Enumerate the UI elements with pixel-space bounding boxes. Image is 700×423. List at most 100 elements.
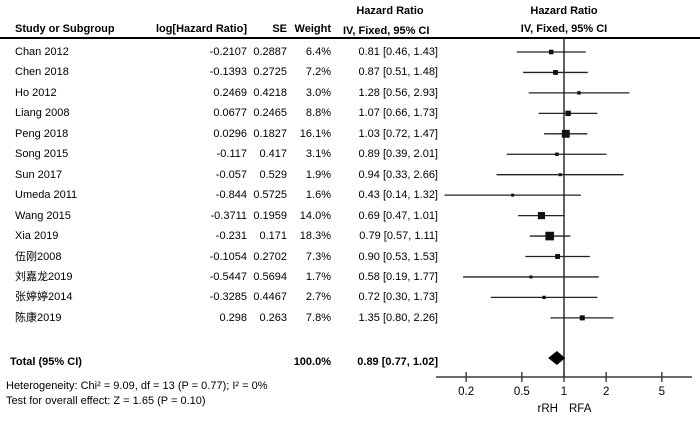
se-value: 0.2725 — [253, 66, 287, 79]
log-hr-value: -0.2107 — [209, 46, 247, 58]
column-header-ci-plot: IV, Fixed, 95% CI — [520, 23, 608, 35]
ci-text: 0.87 [0.51, 1.48] — [358, 66, 438, 79]
effect-marker — [553, 70, 558, 75]
study-name: Liang 2008 — [15, 107, 70, 120]
header-rule — [0, 37, 700, 39]
weight-value: 8.8% — [305, 107, 331, 120]
weight-value: 18.3% — [299, 230, 331, 243]
ci-text: 0.89 [0.39, 2.01] — [358, 148, 438, 161]
total-diamond — [548, 351, 566, 365]
column-header-ci-text: IV, Fixed, 95% CI — [343, 25, 430, 37]
study-name: Chen 2018 — [15, 66, 69, 79]
weight-value: 3.1% — [305, 148, 331, 161]
column-header-log-hr: log[Hazard Ratio] — [155, 23, 247, 35]
log-hr-value: -0.231 — [215, 230, 247, 243]
log-hr-value: 0.298 — [219, 311, 247, 324]
log-hr-value: -0.3285 — [209, 291, 247, 304]
total-weight: 100.0% — [293, 356, 331, 368]
effect-marker — [529, 275, 533, 279]
log-hr-value: -0.844 — [215, 189, 247, 202]
se-value: 0.2887 — [253, 46, 287, 58]
study-name: Sun 2017 — [15, 168, 63, 181]
study-name: Wang 2015 — [15, 209, 71, 222]
log-hr-value: -0.1393 — [209, 66, 247, 79]
hazard-ratio-title-right: Hazard Ratio — [530, 5, 598, 17]
effect-marker — [548, 49, 554, 55]
ci-text: 1.07 [0.66, 1.73] — [358, 107, 438, 120]
se-value: 0.2465 — [253, 107, 287, 120]
weight-value: 7.2% — [305, 66, 331, 79]
hazard-ratio-title-left: Hazard Ratio — [356, 5, 424, 17]
axis-left-label: rRH — [538, 403, 558, 415]
ci-text: 0.79 [0.57, 1.11] — [359, 230, 438, 243]
study-name: Xia 2019 — [15, 230, 59, 243]
weight-value: 16.1% — [299, 127, 331, 140]
log-hr-value: 0.0296 — [213, 127, 247, 140]
log-hr-value: -0.117 — [216, 148, 247, 161]
effect-marker — [577, 91, 581, 95]
total-ci-text: 0.89 [0.77, 1.02] — [357, 356, 438, 368]
axis-right-label: RFA — [569, 403, 592, 415]
log-hr-value: 0.2469 — [213, 86, 247, 99]
study-name: 陈康2019 — [15, 311, 62, 324]
ci-text: 0.94 [0.33, 2.66] — [358, 168, 438, 181]
weight-value: 1.9% — [305, 168, 331, 181]
ci-text: 1.28 [0.56, 2.93] — [358, 86, 438, 99]
se-value: 0.4218 — [253, 86, 287, 99]
column-header-se: SE — [272, 23, 287, 35]
ci-text: 1.35 [0.80, 2.26] — [358, 311, 438, 324]
axis-tick-label: 1 — [561, 386, 567, 398]
effect-marker — [537, 212, 546, 220]
weight-value: 7.8% — [305, 311, 331, 324]
column-header-study: Study or Subgroup — [15, 23, 115, 35]
effect-marker — [561, 129, 570, 138]
study-name: 张婷婷2014 — [15, 291, 73, 304]
heterogeneity-note: Heterogeneity: Chi² = 9.09, df = 13 (P =… — [6, 380, 268, 392]
se-value: 0.1959 — [253, 209, 287, 222]
ci-text: 1.03 [0.72, 1.47] — [358, 127, 438, 140]
se-value: 0.417 — [259, 148, 287, 161]
axis-tick-label: 0.2 — [458, 386, 474, 398]
ci-text: 0.43 [0.14, 1.32] — [358, 189, 438, 202]
ci-text: 0.72 [0.30, 1.73] — [358, 291, 438, 304]
column-header-weight: Weight — [294, 23, 331, 35]
effect-marker — [542, 295, 546, 300]
ci-text: 0.90 [0.53, 1.53] — [358, 250, 438, 263]
study-name: Song 2015 — [15, 148, 69, 161]
study-name: 伍刚2008 — [15, 250, 62, 263]
weight-value: 1.6% — [305, 189, 331, 202]
overall-effect-note: Test for overall effect: Z = 1.65 (P = 0… — [6, 395, 206, 407]
se-value: 0.171 — [259, 230, 287, 243]
effect-marker — [555, 254, 561, 259]
weight-value: 14.0% — [299, 209, 331, 222]
se-value: 0.1827 — [253, 127, 287, 140]
axis-tick-label: 2 — [603, 386, 609, 398]
log-hr-value: -0.057 — [215, 168, 247, 181]
weight-value: 1.7% — [305, 270, 331, 283]
axis-tick-label: 5 — [659, 386, 665, 398]
study-name: Chan 2012 — [15, 46, 69, 58]
effect-marker — [558, 173, 562, 177]
study-name: Umeda 2011 — [15, 189, 78, 202]
effect-marker — [545, 231, 554, 241]
ci-text: 0.69 [0.47, 1.01] — [358, 209, 438, 222]
se-value: 0.5725 — [253, 189, 287, 202]
se-value: 0.263 — [259, 311, 287, 324]
ci-text: 0.81 [0.46, 1.43] — [358, 46, 438, 58]
weight-value: 6.4% — [305, 46, 331, 58]
study-name: Ho 2012 — [15, 86, 57, 99]
se-value: 0.4467 — [253, 291, 287, 304]
log-hr-value: -0.5447 — [209, 270, 247, 283]
effect-marker — [555, 152, 559, 156]
log-hr-value: -0.3711 — [210, 209, 248, 222]
se-value: 0.2702 — [253, 250, 287, 263]
weight-value: 2.7% — [305, 291, 331, 304]
axis-tick-label: 0.5 — [514, 386, 530, 398]
weight-value: 7.3% — [305, 250, 331, 263]
se-value: 0.529 — [259, 168, 287, 181]
log-hr-value: -0.1054 — [209, 250, 247, 263]
weight-value: 3.0% — [305, 86, 331, 99]
effect-marker — [579, 315, 585, 321]
